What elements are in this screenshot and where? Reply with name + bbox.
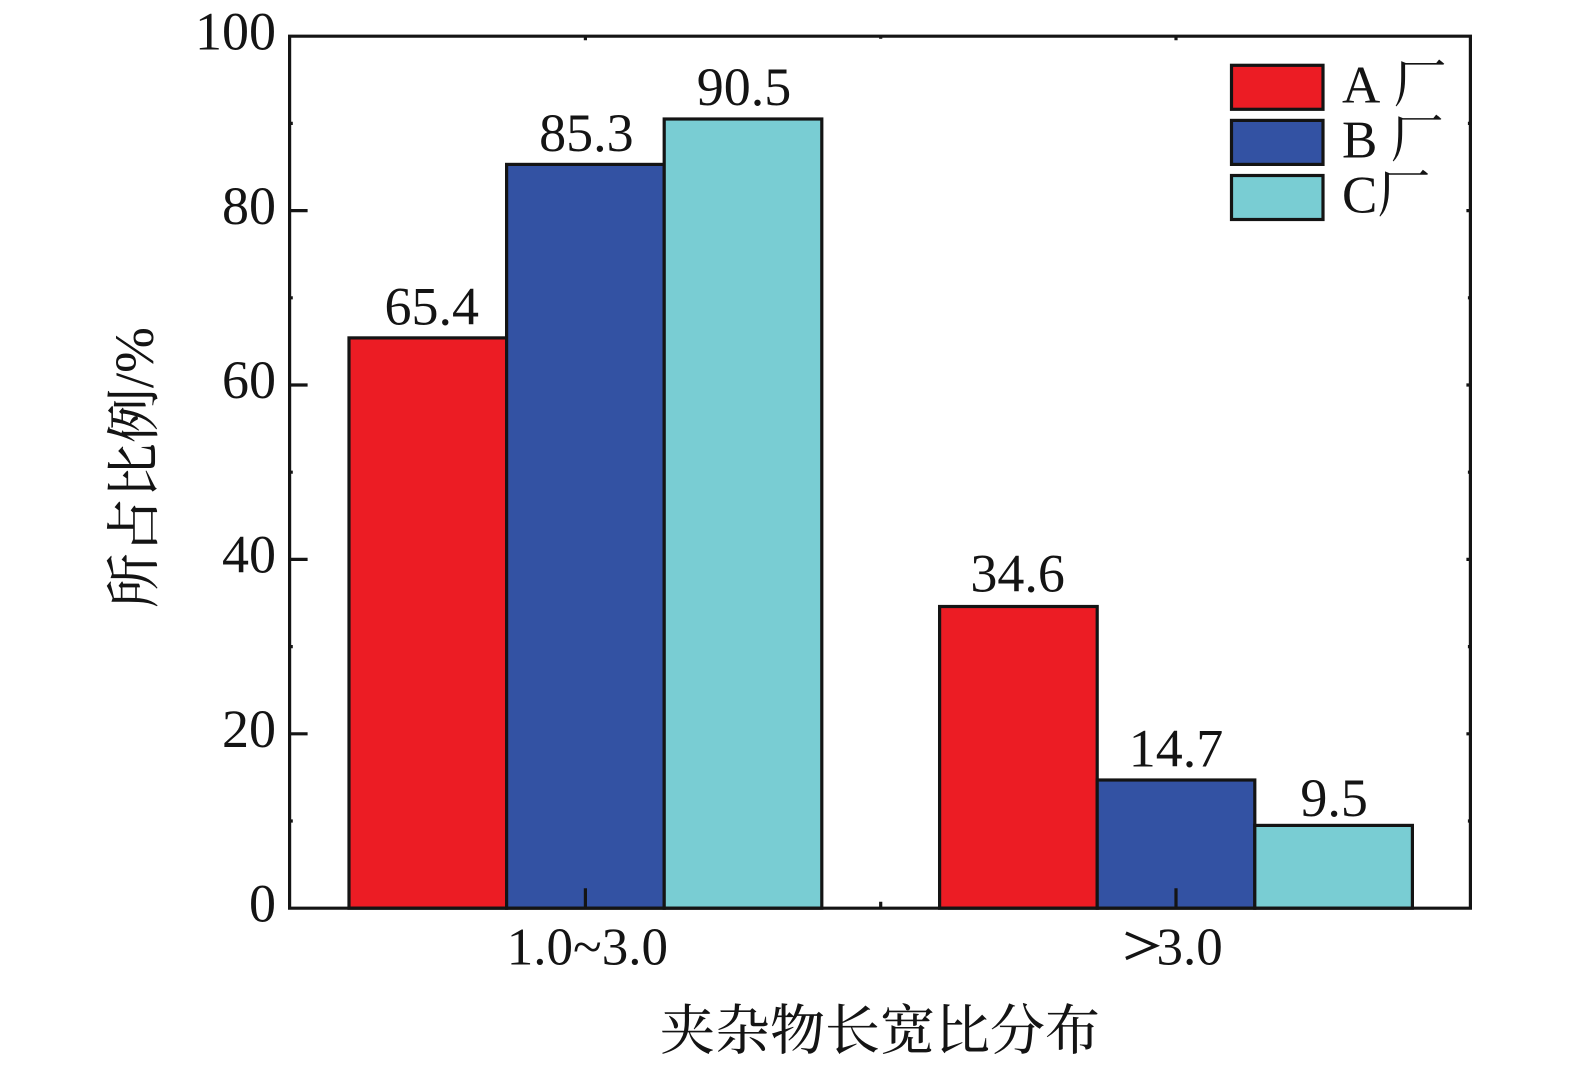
- svg-text:40: 40: [222, 525, 276, 585]
- svg-text:20: 20: [222, 699, 276, 759]
- svg-text:85.3: 85.3: [539, 103, 634, 163]
- svg-text:3.0: 3.0: [1157, 919, 1223, 977]
- svg-text:60: 60: [222, 350, 276, 410]
- svg-text:1.0~3.0: 1.0~3.0: [507, 919, 668, 977]
- svg-text:14.7: 14.7: [1129, 719, 1224, 779]
- svg-text:80: 80: [222, 176, 276, 236]
- svg-text:A: A: [1342, 56, 1380, 114]
- svg-text:/%: /%: [104, 327, 165, 388]
- svg-text:B: B: [1342, 111, 1377, 169]
- svg-text:0: 0: [249, 873, 276, 933]
- svg-text:100: 100: [195, 1, 276, 61]
- svg-text:65.4: 65.4: [385, 276, 480, 336]
- svg-text:C: C: [1342, 167, 1377, 225]
- svg-text:34.6: 34.6: [970, 544, 1065, 604]
- svg-text:9.5: 9.5: [1300, 768, 1368, 828]
- svg-text:90.5: 90.5: [697, 57, 792, 117]
